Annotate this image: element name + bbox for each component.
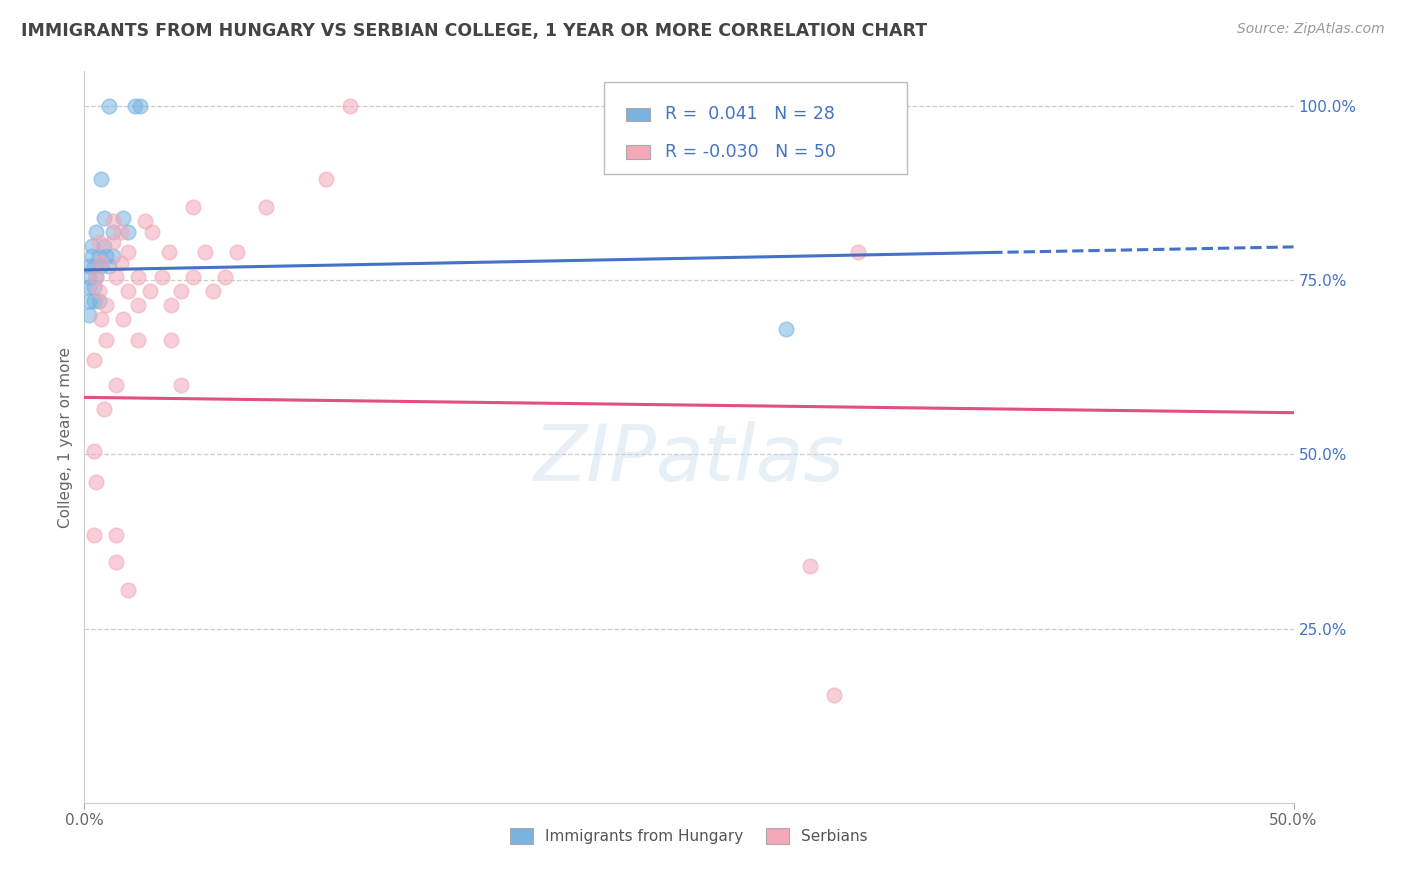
Point: [77, 308, 100, 322]
Point: [150, 269, 173, 284]
Point: [225, 245, 247, 260]
Point: [214, 269, 236, 284]
Point: [103, 235, 125, 249]
Point: [315, 172, 337, 186]
Point: [846, 148, 869, 162]
Point: [87, 249, 110, 263]
Point: [194, 245, 217, 260]
Point: [201, 284, 224, 298]
Point: [97, 260, 120, 274]
Point: [103, 225, 125, 239]
Point: [94, 298, 117, 312]
Point: [90, 256, 112, 270]
Point: [181, 200, 204, 214]
Point: [93, 238, 115, 252]
Point: [83, 294, 105, 309]
Point: [97, 99, 120, 113]
Point: [77, 294, 100, 309]
Point: [80, 238, 103, 252]
Point: [117, 284, 139, 298]
Point: [170, 284, 193, 298]
Point: [104, 269, 127, 284]
Point: [77, 280, 100, 294]
Point: [86, 269, 108, 284]
Point: [86, 269, 108, 284]
Point: [87, 235, 110, 249]
Point: [129, 99, 152, 113]
Text: Source: ZipAtlas.com: Source: ZipAtlas.com: [1237, 22, 1385, 37]
Point: [112, 211, 135, 225]
Point: [104, 377, 127, 392]
Point: [799, 558, 821, 573]
Point: [80, 249, 103, 263]
Point: [86, 475, 108, 490]
Point: [103, 249, 125, 263]
Point: [83, 260, 105, 274]
Point: [127, 269, 149, 284]
Point: [90, 172, 112, 186]
Point: [181, 269, 204, 284]
Point: [254, 200, 277, 214]
Point: [110, 225, 132, 239]
Point: [93, 402, 115, 417]
Point: [94, 333, 117, 347]
Point: [83, 444, 105, 458]
Point: [87, 284, 110, 298]
Point: [157, 245, 180, 260]
Point: [823, 688, 845, 702]
Point: [93, 211, 115, 225]
Point: [86, 225, 108, 239]
Text: R = -0.030   N = 50: R = -0.030 N = 50: [665, 143, 835, 161]
Point: [775, 322, 797, 336]
Bar: [626, 145, 650, 159]
Point: [90, 311, 112, 326]
Point: [77, 260, 100, 274]
Point: [90, 260, 112, 274]
FancyBboxPatch shape: [605, 82, 907, 174]
Point: [124, 99, 146, 113]
Text: IMMIGRANTS FROM HUNGARY VS SERBIAN COLLEGE, 1 YEAR OR MORE CORRELATION CHART: IMMIGRANTS FROM HUNGARY VS SERBIAN COLLE…: [21, 22, 927, 40]
Point: [117, 583, 139, 598]
Y-axis label: College, 1 year or more: College, 1 year or more: [58, 347, 73, 527]
Point: [94, 249, 117, 263]
Point: [104, 527, 127, 541]
Point: [103, 214, 125, 228]
Point: [83, 527, 105, 541]
Point: [160, 298, 183, 312]
Point: [112, 311, 135, 326]
Point: [117, 245, 139, 260]
Point: [141, 225, 163, 239]
Point: [846, 245, 869, 260]
Point: [170, 377, 193, 392]
Point: [110, 256, 132, 270]
Point: [77, 269, 100, 284]
Point: [117, 225, 139, 239]
Text: ZIPatlas: ZIPatlas: [533, 421, 845, 497]
Point: [127, 298, 149, 312]
Point: [138, 284, 160, 298]
Point: [83, 353, 105, 368]
Point: [134, 214, 156, 228]
Point: [339, 99, 361, 113]
Point: [104, 556, 127, 570]
Point: [83, 280, 105, 294]
Bar: [626, 108, 650, 120]
Point: [127, 333, 149, 347]
Point: [160, 333, 183, 347]
Text: R =  0.041   N = 28: R = 0.041 N = 28: [665, 105, 835, 123]
Point: [87, 294, 110, 309]
Legend: Immigrants from Hungary, Serbians: Immigrants from Hungary, Serbians: [503, 822, 875, 850]
